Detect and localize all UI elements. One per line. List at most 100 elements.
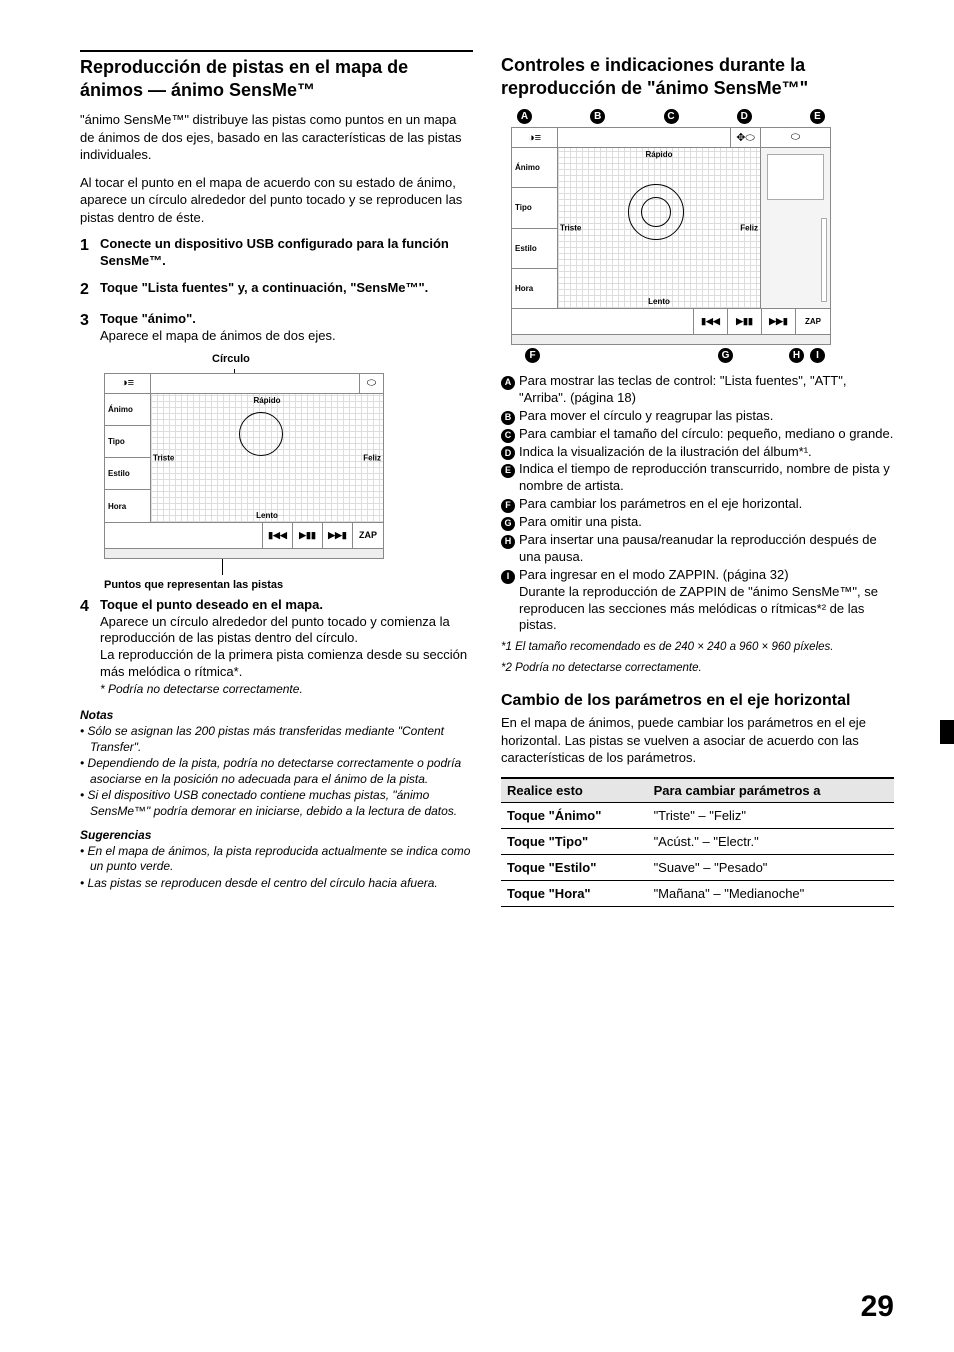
- step-number: 4: [80, 597, 100, 698]
- table-cell: Toque "Estilo": [501, 854, 648, 880]
- table-cell: Toque "Ánimo": [501, 802, 648, 828]
- marker-f: F: [525, 348, 540, 363]
- table-cell: "Acúst." – "Electr.": [648, 828, 894, 854]
- axis-top: Rápido: [253, 396, 280, 405]
- mood-graph: Rápido Lento Triste Feliz: [151, 394, 383, 522]
- table-head-1: Realice esto: [501, 778, 648, 803]
- legend-i: Para ingresar en el modo ZAPPIN. (página…: [519, 567, 894, 635]
- info-panel: [760, 148, 830, 308]
- play-pause-button: ▶▮▮: [728, 309, 762, 334]
- nota-item: Dependiendo de la pista, podría no detec…: [80, 756, 473, 787]
- legend-d: Indica la visualización de la ilustració…: [519, 444, 812, 461]
- legend-list: A Para mostrar las teclas de control: "Li…: [501, 373, 894, 634]
- legend-b: Para mover el círculo y reagrupar las pi…: [519, 408, 773, 425]
- table-row: Toque "Ánimo""Triste" – "Feliz": [501, 802, 894, 828]
- step-4: 4 Toque el punto deseado en el mapa. Apa…: [80, 597, 473, 698]
- side-btn-hora: Hora: [105, 490, 150, 521]
- legend-f: Para cambiar los parámetros en el eje ho…: [519, 496, 802, 513]
- mood-map-diagram-1: ◑≡ ⬭ Ánimo Tipo Estilo Hora Rápido Lento…: [104, 373, 473, 591]
- step-4-bold: Toque el punto deseado en el mapa.: [100, 597, 323, 612]
- side-btn-estilo: Estilo: [512, 229, 557, 269]
- step-3: 3 Toque "ánimo". Aparece el mapa de ánim…: [80, 311, 473, 345]
- table-cell: "Triste" – "Feliz": [648, 802, 894, 828]
- step-2-text: Toque "Lista fuentes" y, a continuación,…: [100, 280, 428, 295]
- marker-c-icon: C: [501, 429, 515, 443]
- fig1-label-circulo: Círculo: [212, 353, 250, 365]
- legend-e: Indica el tiempo de reproducción transcu…: [519, 461, 894, 495]
- mood-map-diagram-2-wrap: A B C D E ◑≡ ✥⬭ ⬭ Ánimo Tipo Estilo: [511, 109, 894, 363]
- step-number: 1: [80, 236, 100, 270]
- axis-top: Rápido: [645, 150, 672, 159]
- side-btn-animo: Ánimo: [512, 148, 557, 188]
- marker-b: B: [590, 109, 605, 124]
- footnote-2: *2 Podría no detectarse correctamente.: [501, 661, 894, 675]
- axis-left: Triste: [153, 453, 174, 462]
- marker-i: I: [810, 348, 825, 363]
- table-row: Toque "Estilo""Suave" – "Pesado": [501, 854, 894, 880]
- marker-i-icon: I: [501, 570, 515, 584]
- scroll-bar: [821, 218, 827, 302]
- axis-bottom: Lento: [256, 511, 278, 520]
- right-section-title: Controles e indicaciones durante la repr…: [501, 50, 894, 99]
- legend-i-line1: Para ingresar en el modo ZAPPIN. (página…: [519, 567, 789, 582]
- back-icon: ◑≡: [105, 374, 151, 393]
- marker-h: H: [789, 348, 804, 363]
- edge-tab: [940, 720, 954, 744]
- side-btn-animo: Ánimo: [105, 394, 150, 426]
- marker-e: E: [810, 109, 825, 124]
- marker-d-icon: D: [501, 446, 515, 460]
- marker-g: G: [718, 348, 733, 363]
- subsection-title: Cambio de los parámetros en el eje horiz…: [501, 691, 894, 710]
- side-btn-tipo: Tipo: [512, 188, 557, 228]
- zap-button: ZAP: [353, 523, 383, 548]
- zap-button: ZAP: [796, 309, 830, 334]
- legend-a: Para mostrar las teclas de control: "Lis…: [519, 373, 894, 407]
- size-icon: ⬭: [359, 374, 383, 393]
- footnote-1: *1 El tamaño recomendado es de 240 × 240…: [501, 640, 894, 654]
- step-3-text: Aparece el mapa de ánimos de dos ejes.: [100, 328, 336, 343]
- side-buttons: Ánimo Tipo Estilo Hora: [512, 148, 558, 308]
- album-art-placeholder: [767, 154, 824, 200]
- art-area-top: ⬭: [760, 128, 830, 147]
- axis-bottom: Lento: [648, 297, 670, 306]
- selection-circle: [239, 412, 283, 456]
- back-icon: ◑≡: [512, 128, 558, 147]
- axis-right: Feliz: [363, 453, 381, 462]
- step-1: 1 Conecte un dispositivo USB configurado…: [80, 236, 473, 270]
- marker-h-icon: H: [501, 535, 515, 549]
- nota-item: Sólo se asignan las 200 pistas más trans…: [80, 724, 473, 755]
- marker-a-icon: A: [501, 376, 515, 390]
- step-number: 3: [80, 311, 100, 345]
- move-icon: ✥⬭: [730, 128, 760, 147]
- side-buttons: Ánimo Tipo Estilo Hora: [105, 394, 151, 522]
- table-head-2: Para cambiar parámetros a: [648, 778, 894, 803]
- legend-i-line2: Durante la reproducción de ZAPPIN de "án…: [519, 584, 878, 633]
- pointer-line: [222, 559, 473, 575]
- mood-map-diagram-2: ◑≡ ✥⬭ ⬭ Ánimo Tipo Estilo Hora Rápido Le…: [511, 127, 831, 345]
- marker-d: D: [737, 109, 752, 124]
- step-4-footnote: * Podría no detectarse correctamente.: [100, 682, 303, 696]
- sugerencia-item: En el mapa de ánimos, la pista reproduci…: [80, 844, 473, 875]
- axis-left: Triste: [560, 224, 581, 233]
- notas-heading: Notas: [80, 708, 473, 722]
- side-btn-tipo: Tipo: [105, 426, 150, 458]
- mood-graph: Rápido Lento Triste Feliz: [558, 148, 760, 308]
- subsection-para: En el mapa de ánimos, puede cambiar los …: [501, 714, 894, 767]
- step-4-p1: Aparece un círculo alrededor del punto t…: [100, 614, 450, 646]
- fig1-caption: Puntos que representan las pistas: [104, 579, 473, 591]
- step-2: 2 Toque "Lista fuentes" y, a continuació…: [80, 280, 473, 301]
- param-table: Realice esto Para cambiar parámetros a T…: [501, 777, 894, 907]
- table-row: Toque "Hora""Mañana" – "Medianoche": [501, 880, 894, 906]
- side-btn-estilo: Estilo: [105, 458, 150, 490]
- table-cell: "Mañana" – "Medianoche": [648, 880, 894, 906]
- table-cell: Toque "Tipo": [501, 828, 648, 854]
- table-row: Toque "Tipo""Acúst." – "Electr.": [501, 828, 894, 854]
- next-button: ▶▶▮: [323, 523, 353, 548]
- marker-a: A: [517, 109, 532, 124]
- step-1-text: Conecte un dispositivo USB configurado p…: [100, 236, 449, 268]
- notas-list: Sólo se asignan las 200 pistas más trans…: [80, 724, 473, 820]
- axis-right: Feliz: [740, 224, 758, 233]
- legend-c: Para cambiar el tamaño del círculo: pequ…: [519, 426, 893, 443]
- table-cell: Toque "Hora": [501, 880, 648, 906]
- step-number: 2: [80, 280, 100, 301]
